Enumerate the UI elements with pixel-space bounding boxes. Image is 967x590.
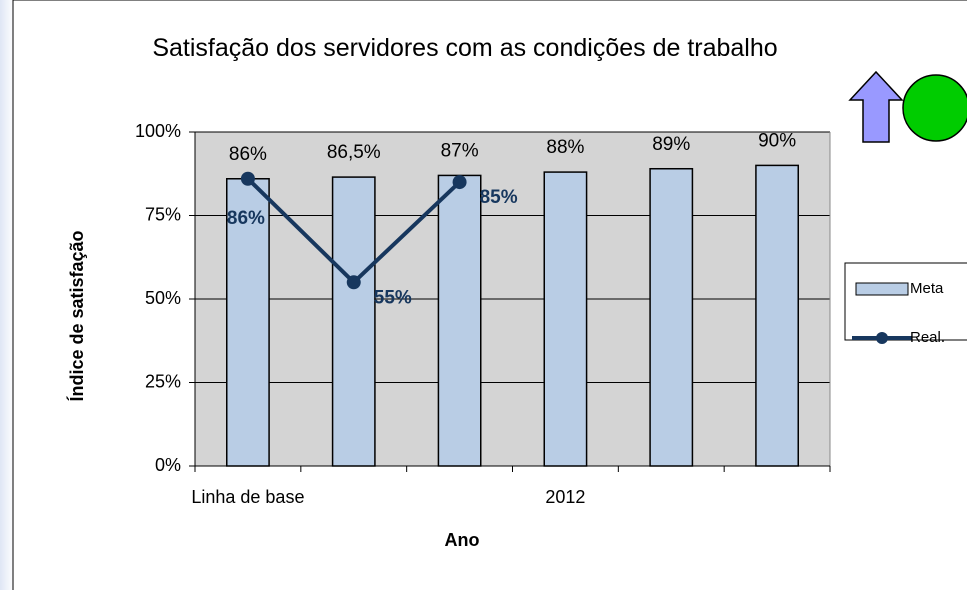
- line-value-label: 55%: [374, 287, 412, 308]
- arrow-icon: [848, 70, 904, 143]
- bar-value-label: 88%: [546, 137, 584, 158]
- x-tick-label: 2012: [545, 487, 585, 507]
- bar-value-label: 86%: [229, 144, 267, 165]
- x-tick-label: Linha de base: [191, 487, 304, 507]
- line-marker: [346, 275, 361, 290]
- status-circle: [902, 74, 967, 142]
- page-edge: [0, 0, 14, 590]
- line-value-label: 86%: [227, 208, 265, 229]
- y-tick-label: 50%: [145, 288, 181, 308]
- bar-value-label: 87%: [441, 140, 479, 161]
- bar: [649, 167, 694, 467]
- x-axis-label: Ano: [445, 530, 480, 550]
- line-marker: [240, 171, 255, 186]
- line-marker: [452, 175, 467, 190]
- legend-swatch: [855, 282, 909, 296]
- bar: [543, 171, 588, 467]
- line-value-label: 85%: [480, 187, 518, 208]
- bar: [226, 178, 270, 467]
- y-axis-label: Índice de satisfação: [66, 230, 87, 401]
- chart-title: Satisfação dos servidores com as condiçõ…: [152, 34, 778, 62]
- bar-value-label: 90%: [758, 130, 796, 151]
- y-tick-label: 100%: [135, 121, 181, 141]
- legend-box: [844, 262, 967, 341]
- legend-marker: [876, 332, 888, 344]
- legend-label: Real.: [910, 329, 945, 346]
- y-tick-label: 0%: [155, 455, 181, 475]
- y-tick-label: 75%: [145, 204, 181, 224]
- bar-value-label: 89%: [652, 134, 690, 155]
- bar: [755, 164, 800, 467]
- bar-value-label: 86,5%: [327, 142, 381, 163]
- bar: [331, 176, 376, 467]
- legend-label: Meta: [910, 280, 944, 297]
- bar: [437, 174, 482, 467]
- y-tick-label: 25%: [145, 371, 181, 391]
